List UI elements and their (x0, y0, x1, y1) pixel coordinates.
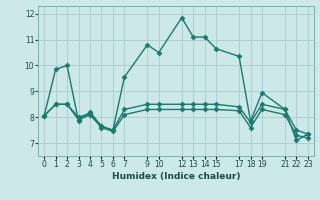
X-axis label: Humidex (Indice chaleur): Humidex (Indice chaleur) (112, 172, 240, 181)
